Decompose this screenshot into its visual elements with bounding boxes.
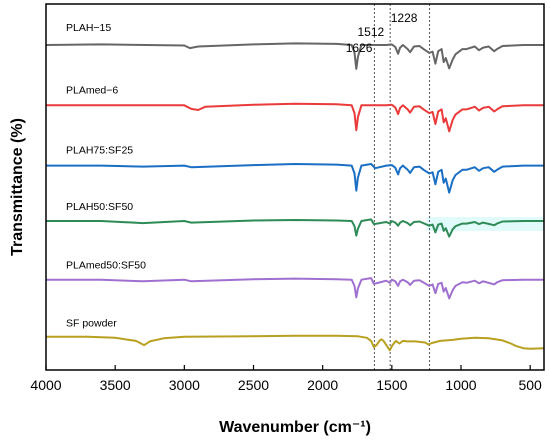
series-label-1: PLAH−15: [66, 22, 111, 34]
reference-labels: 1626 1512 1228: [346, 11, 418, 55]
x-tick-label-3500: 3500: [100, 377, 131, 393]
x-tick-label-2000: 2000: [307, 377, 338, 393]
x-tick-label-1000: 1000: [445, 377, 476, 393]
y-axis-title: Transmittance (%): [9, 118, 26, 256]
reference-label-1512: 1512: [357, 25, 384, 39]
series-label-5: PLAmed50:SF50: [66, 260, 146, 272]
series-line-4: [46, 218, 544, 238]
series-line-5: [46, 277, 544, 300]
series-layer: [45, 42, 545, 352]
reference-label-1228: 1228: [391, 11, 418, 25]
series-label-4: PLAH50:SF50: [66, 201, 133, 213]
series-line-3: [46, 163, 544, 194]
reference-lines: [373, 4, 430, 370]
x-tick-label-2500: 2500: [238, 377, 269, 393]
reference-label-1626: 1626: [346, 41, 373, 55]
x-tick-label-500: 500: [518, 377, 542, 393]
x-tick-label-3000: 3000: [169, 377, 200, 393]
plot-frame: [45, 3, 545, 371]
x-axis-ticks: 4000 3500 3000 2500 2000 1500 1000 500: [30, 365, 542, 393]
x-axis-title: Wavenumber (cm⁻¹): [219, 419, 371, 436]
series-label-2: PLAmed−6: [66, 84, 118, 96]
series-line-6: [46, 334, 545, 352]
x-tick-label-4000: 4000: [30, 377, 61, 393]
series-line-1: [45, 42, 544, 70]
x-tick-label-1500: 1500: [376, 377, 407, 393]
series-label-6: SF powder: [66, 318, 117, 330]
series-labels: PLAH−15 PLAmed−6 PLAH75:SF25 PLAH50:SF50 PLA…: [66, 22, 146, 330]
series-label-3: PLAH75:SF25: [66, 145, 133, 157]
series-line-2: [46, 102, 544, 133]
